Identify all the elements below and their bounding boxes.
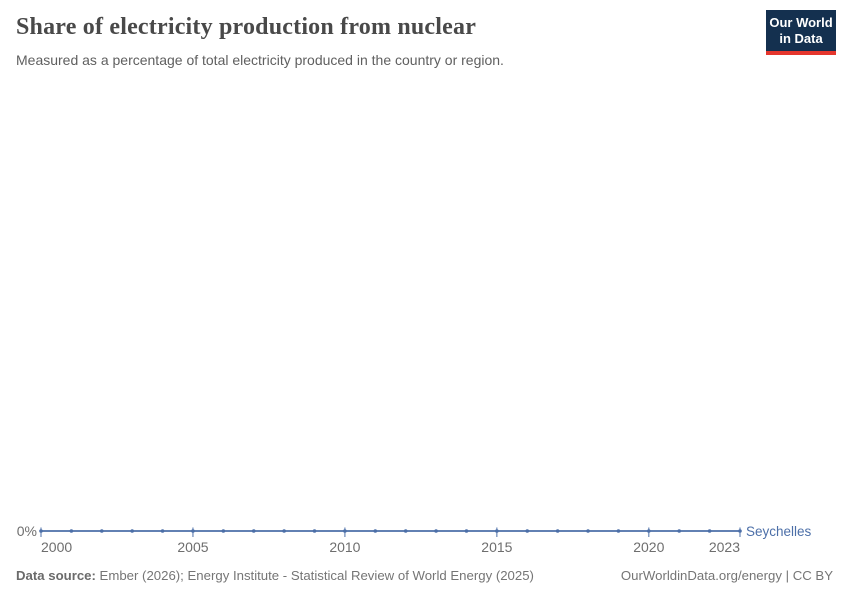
data-point[interactable] bbox=[707, 529, 712, 533]
data-source-label: Data source: bbox=[16, 568, 96, 583]
chart-title: Share of electricity production from nuc… bbox=[16, 14, 477, 40]
data-source-text: Ember (2026); Energy Institute - Statist… bbox=[95, 568, 534, 583]
x-tick-label-2010: 2010 bbox=[329, 539, 361, 555]
series-label-seychelles[interactable]: Seychelles bbox=[746, 524, 812, 539]
data-point[interactable] bbox=[312, 529, 317, 533]
data-point[interactable] bbox=[555, 529, 560, 533]
owid-logo-line1: Our World bbox=[769, 15, 833, 30]
owid-logo-line2: in Data bbox=[779, 31, 823, 46]
x-tick-label-2020: 2020 bbox=[633, 539, 665, 555]
data-point[interactable] bbox=[39, 529, 43, 533]
chart-subtitle: Measured as a percentage of total electr… bbox=[16, 52, 504, 68]
data-source-note: Data source: Ember (2026); Energy Instit… bbox=[16, 568, 534, 583]
data-point[interactable] bbox=[647, 529, 651, 533]
x-tick-label-2005: 2005 bbox=[177, 539, 209, 555]
data-point[interactable] bbox=[434, 529, 438, 533]
data-point[interactable] bbox=[616, 529, 621, 533]
data-point[interactable] bbox=[251, 529, 256, 533]
data-point[interactable] bbox=[160, 529, 165, 533]
owid-logo[interactable]: Our World in Data bbox=[766, 10, 836, 55]
data-point[interactable] bbox=[677, 529, 682, 533]
data-point[interactable] bbox=[403, 529, 408, 533]
x-tick-label-2023: 2023 bbox=[708, 539, 740, 555]
y-axis-zero-label: 0% bbox=[16, 523, 37, 539]
data-point[interactable] bbox=[464, 529, 469, 533]
data-point[interactable] bbox=[69, 529, 74, 533]
data-point[interactable] bbox=[99, 529, 104, 533]
data-point[interactable] bbox=[282, 529, 286, 533]
x-tick-label-2000: 2000 bbox=[41, 539, 73, 555]
x-tick-label-2015: 2015 bbox=[481, 539, 513, 555]
data-point[interactable] bbox=[373, 529, 378, 533]
data-point[interactable] bbox=[221, 529, 226, 533]
data-point[interactable] bbox=[586, 529, 590, 533]
footer-link[interactable]: OurWorldinData.org/energy | CC BY bbox=[620, 568, 833, 583]
data-point[interactable] bbox=[495, 529, 499, 533]
data-point[interactable] bbox=[191, 529, 195, 533]
data-point[interactable] bbox=[738, 529, 742, 533]
data-point[interactable] bbox=[343, 529, 347, 533]
data-point[interactable] bbox=[130, 529, 134, 533]
data-point[interactable] bbox=[525, 529, 530, 533]
